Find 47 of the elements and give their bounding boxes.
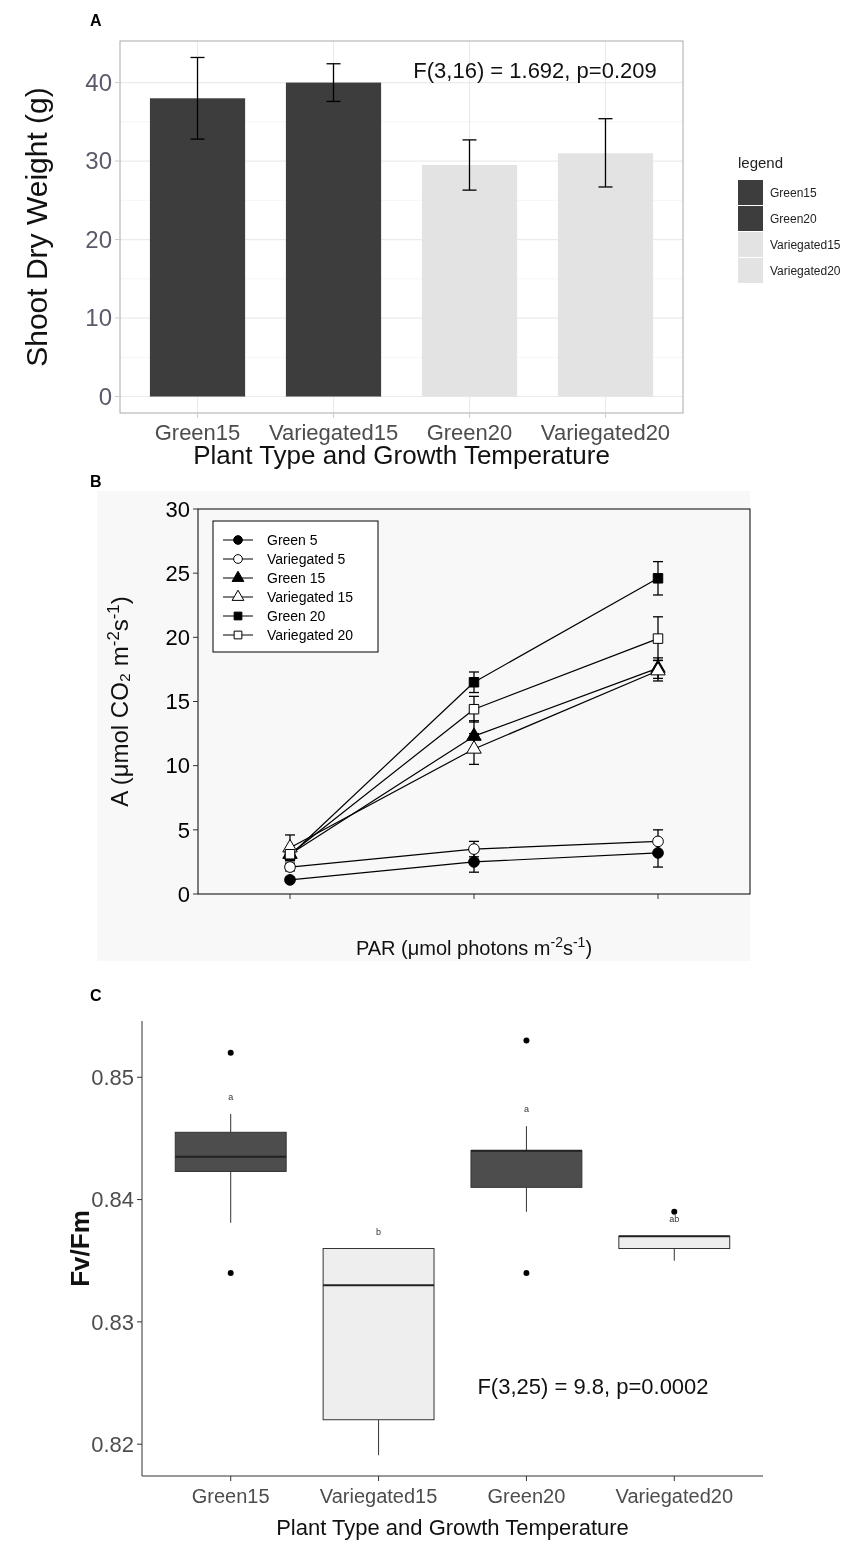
y-tick-label: 30	[165, 496, 190, 522]
y-tick-label: 5	[177, 817, 190, 843]
chart-title: B	[90, 473, 102, 490]
x-tick-label: Variegated20	[540, 420, 671, 445]
x-tick-label: Green15	[191, 1485, 270, 1507]
y-tick-label: 20	[165, 625, 190, 651]
legend-label: Variegated20	[770, 264, 841, 279]
legend-label: Green15	[770, 186, 818, 201]
legend-label: Green 20	[267, 607, 326, 624]
y-tick-label: 20	[85, 225, 112, 253]
y-tick-label: 30	[85, 147, 112, 175]
legend-title: legend	[738, 154, 784, 171]
chart-title: C	[90, 987, 102, 1004]
y-tick-label: 0.85	[91, 1064, 134, 1090]
x-tick-label: Variegated15	[319, 1485, 438, 1507]
annotation: a	[228, 1091, 234, 1102]
legend-label: Variegated 15	[267, 588, 354, 605]
legend-label: Green 15	[267, 569, 326, 586]
x-tick-label: Variegated20	[615, 1485, 734, 1507]
y-tick-label: 0	[177, 881, 190, 907]
x-tick-label: Green15	[154, 420, 241, 445]
y-tick-label: 10	[165, 753, 190, 779]
y-tick-label: 25	[165, 560, 190, 586]
y-tick-label: 15	[165, 689, 190, 715]
annotation: ab	[669, 1214, 680, 1225]
y-tick-label: 0	[98, 382, 112, 410]
y-tick-label: 10	[85, 304, 112, 332]
legend-label: Green 5	[267, 531, 318, 548]
y-tick-label: 40	[85, 68, 112, 96]
y-axis-title: Shoot Dry Weight (g)	[19, 87, 53, 367]
annotation: b	[376, 1226, 382, 1237]
legend-label: Variegated15	[770, 238, 841, 253]
x-tick-label: Green20	[487, 1485, 566, 1507]
y-tick-label: 0.82	[91, 1431, 134, 1457]
y-tick-label: 0.84	[91, 1187, 134, 1213]
x-axis-title: Plant Type and Growth Temperature	[276, 1515, 629, 1540]
legend-label: Variegated 5	[267, 550, 346, 567]
y-tick-label: 0.83	[91, 1309, 134, 1335]
y-axis-title: Fv/Fm	[65, 1210, 96, 1287]
chart-title: A	[90, 12, 102, 29]
x-tick-label: Green20	[426, 420, 513, 445]
x-axis-title: PAR (μmol photons m$^{-2}$s$^{-1}$)	[355, 934, 593, 959]
annotation: F(3,16) = 1.692, p=0.209	[413, 58, 657, 83]
annotation: a	[523, 1104, 529, 1115]
annotation: F(3,25) = 9.8, p=0.0002	[477, 1374, 709, 1399]
legend-label: Variegated 20	[267, 626, 354, 643]
legend-label: Green20	[770, 212, 818, 227]
